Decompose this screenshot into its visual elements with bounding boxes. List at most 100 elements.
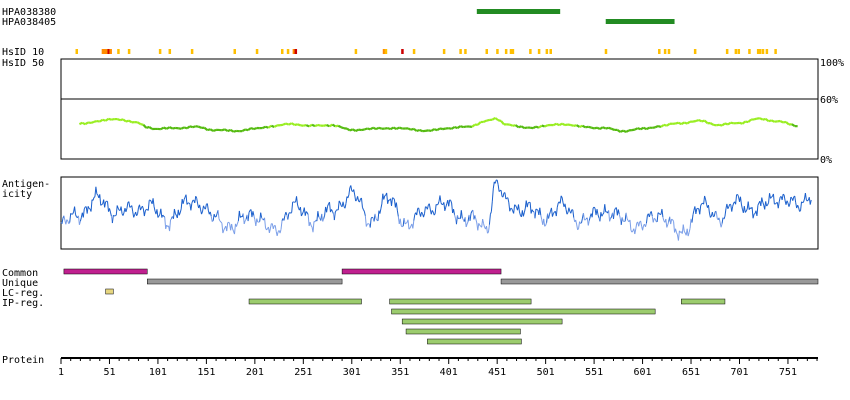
antigenicity-segment [488, 214, 491, 225]
antigenicity-segment [545, 222, 548, 226]
identity-segment [747, 118, 752, 123]
identity-segment [518, 125, 522, 129]
antigenicity-segment [364, 215, 367, 227]
identity-segment [416, 128, 420, 133]
antigenicity-segment [434, 204, 437, 214]
hsid-marker [667, 49, 671, 54]
identity-segment [491, 116, 496, 121]
antibody-label-1: HPA038380 [2, 7, 56, 18]
antigenicity-segment [109, 212, 112, 217]
antigenicity-segment [93, 196, 96, 198]
identity-segment [637, 127, 642, 131]
antigenicity-segment [744, 210, 747, 213]
antigenicity-segment [95, 186, 98, 194]
antigenicity-segment [400, 225, 403, 228]
identity-segment [698, 119, 703, 123]
antigenicity-segment [173, 208, 176, 214]
axis-tick-label: 151 [197, 367, 215, 378]
antigenicity-segment [670, 219, 673, 225]
identity-segment [692, 119, 697, 123]
identity-segment [99, 118, 104, 123]
identity-segment [125, 119, 130, 123]
identity-segment [634, 127, 639, 131]
antigenicity-segment [634, 228, 637, 235]
antigenicity-segment [218, 218, 221, 222]
antigenicity-segment [209, 211, 212, 217]
antigenicity-segment [235, 223, 238, 227]
antigenicity-plot-frame [60, 176, 819, 250]
ip-region-bar [248, 298, 362, 305]
antigenicity-segment [804, 192, 807, 200]
identity-segment [524, 126, 528, 130]
hsid-marker [545, 49, 549, 54]
antigenicity-segment [682, 224, 685, 232]
identity-segment [436, 127, 441, 132]
antigenicity-segment [487, 224, 490, 233]
antigenicity-segment [194, 196, 197, 204]
identity-segment [186, 125, 191, 130]
identity-segment [703, 119, 709, 125]
antigenicity-segment [699, 205, 702, 215]
antigenicity-segment [326, 206, 329, 213]
hsid-marker [529, 49, 532, 54]
identity-segment [608, 126, 612, 130]
antigenicity-segment [158, 214, 161, 217]
antigenicity-segment [544, 224, 546, 227]
antigenicity-segment [786, 200, 789, 204]
antigenicity-segment [540, 215, 543, 220]
antigenicity-segment [380, 203, 383, 209]
identity-segment [291, 122, 296, 126]
identity-segment [331, 123, 336, 128]
antigenicity-segment [226, 222, 229, 232]
antigenicity-segment [591, 208, 594, 218]
antigenicity-segment [125, 208, 128, 213]
ip-reg-label: IP-reg. [2, 298, 44, 309]
identity-segment [494, 117, 499, 122]
antigenicity-segment [242, 213, 245, 224]
antigenicity-segment [348, 187, 351, 195]
antigenicity-segment [445, 203, 448, 208]
hsid-marker [737, 49, 741, 54]
antibody-bar [605, 19, 675, 24]
antigenicity-segment [794, 195, 797, 203]
identity-segment [451, 126, 456, 130]
antigenicity-segment [724, 208, 727, 217]
common-region-bar [341, 268, 502, 275]
identity-segment [387, 127, 391, 131]
identity-segment [686, 120, 691, 125]
antigenicity-segment [491, 188, 494, 202]
antigenicity-segment [597, 214, 600, 218]
antigenicity-segment [86, 206, 89, 214]
identity-plot-frame [60, 58, 819, 160]
identity-segment [270, 124, 275, 128]
antigenicity-segment [215, 213, 218, 218]
identity-segment [355, 128, 360, 132]
antigenicity-segment [131, 205, 134, 212]
antigenicity-segment [108, 208, 111, 213]
antigenicity-segment [77, 215, 80, 225]
identity-segment [724, 122, 729, 126]
hsid-marker [255, 49, 259, 54]
identity-segment [500, 120, 505, 126]
identity-segment [364, 127, 368, 131]
identity-segment [564, 123, 569, 127]
antigenicity-segment [439, 195, 442, 203]
identity-segment [552, 122, 557, 127]
antigenicity-segment [543, 218, 546, 227]
identity-segment [538, 124, 543, 129]
antigenicity-segment [170, 218, 172, 221]
antigenicity-segment [515, 205, 518, 208]
antigenicity-segment [420, 212, 423, 217]
identity-segment [619, 129, 624, 133]
antigenicity-segment [739, 196, 742, 205]
antigenicity-segment [461, 217, 464, 220]
antigenicity-segment [504, 192, 507, 200]
hsid-marker [734, 49, 738, 54]
antigenicity-segment [323, 215, 326, 219]
antigenicity-segment [365, 224, 368, 227]
antigenicity-segment [801, 201, 803, 204]
antigenicity-segment [344, 203, 347, 209]
antigenicity-segment [587, 220, 590, 226]
identity-segment [119, 118, 124, 122]
identity-segment [587, 125, 592, 129]
